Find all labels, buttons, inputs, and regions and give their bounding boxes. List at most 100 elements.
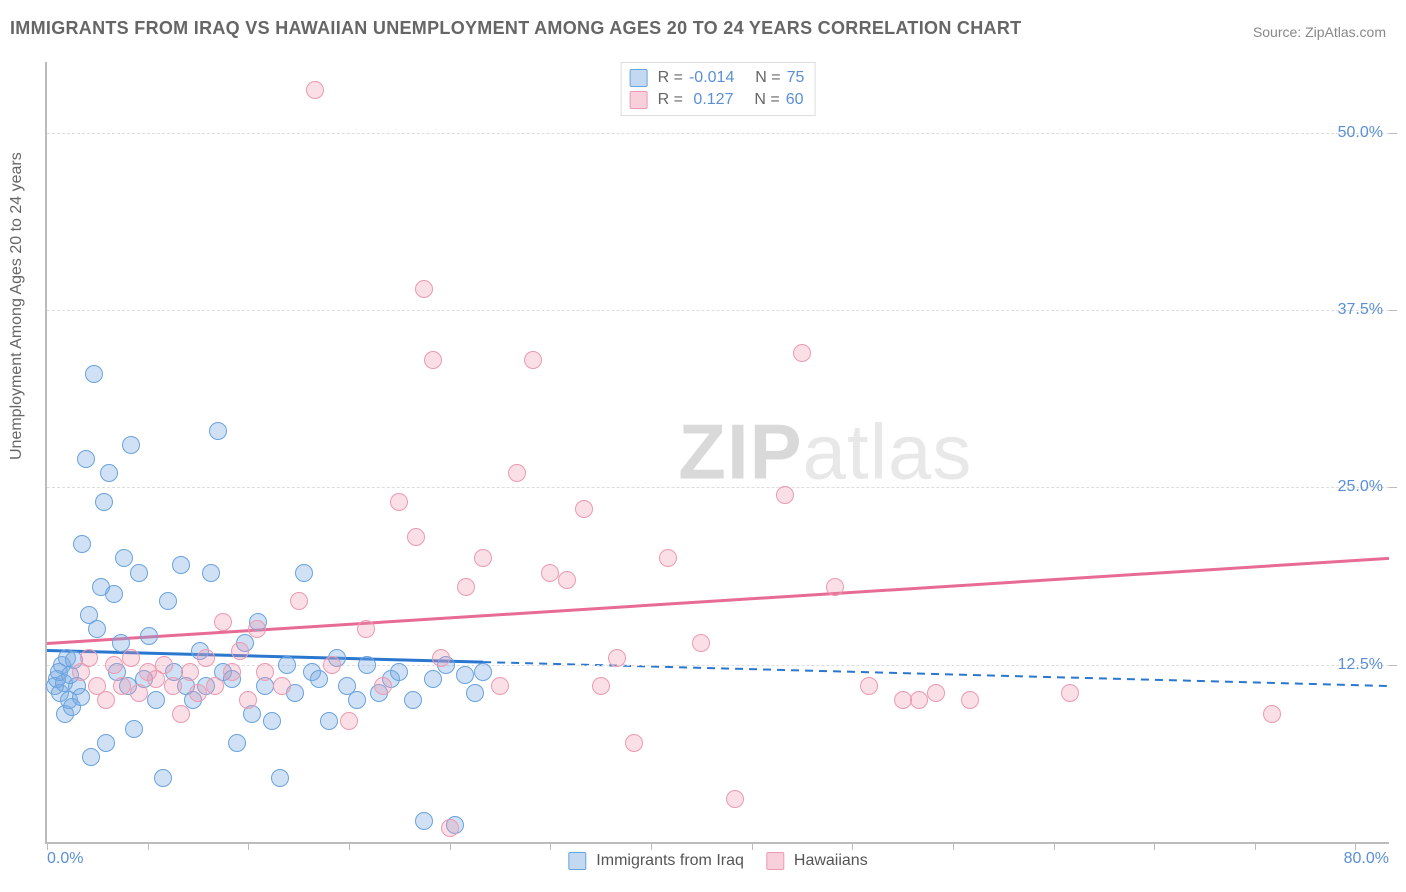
data-point — [390, 493, 408, 511]
data-point — [424, 670, 442, 688]
data-point — [228, 734, 246, 752]
y-tick-label: 12.5% — [1338, 656, 1389, 674]
data-point — [592, 677, 610, 695]
data-point — [263, 712, 281, 730]
data-point — [558, 571, 576, 589]
tick-mark — [953, 842, 954, 850]
legend-n-blue: 75 — [787, 67, 805, 89]
data-point — [860, 677, 878, 695]
data-point — [659, 549, 677, 567]
legend-r-pink: 0.127 — [689, 89, 734, 111]
data-point — [961, 691, 979, 709]
data-point — [407, 528, 425, 546]
data-point — [524, 351, 542, 369]
data-point — [248, 620, 266, 638]
data-point — [278, 656, 296, 674]
data-point — [197, 649, 215, 667]
data-point — [508, 464, 526, 482]
tick-mark — [1389, 487, 1397, 488]
data-point — [73, 535, 91, 553]
tick-mark — [1255, 842, 1256, 850]
legend-label-blue: Immigrants from Iraq — [596, 852, 744, 870]
swatch-pink-icon — [766, 852, 784, 870]
data-point — [164, 677, 182, 695]
data-point — [172, 705, 190, 723]
data-point — [154, 769, 172, 787]
legend-r-label: R = — [658, 67, 683, 89]
legend-label-pink: Hawaiians — [794, 852, 868, 870]
data-point — [927, 684, 945, 702]
tick-mark — [1389, 665, 1397, 666]
plot-area: ZIPatlas R = -0.014 N = 75 R = 0.127 N =… — [45, 62, 1389, 844]
data-point — [608, 649, 626, 667]
data-point — [726, 790, 744, 808]
data-point — [155, 656, 173, 674]
data-point — [82, 748, 100, 766]
source-attribution: Source: ZipAtlas.com — [1253, 24, 1386, 40]
data-point — [910, 691, 928, 709]
data-point — [474, 549, 492, 567]
data-point — [125, 720, 143, 738]
data-point — [105, 585, 123, 603]
data-point — [115, 549, 133, 567]
data-point — [77, 450, 95, 468]
data-point — [223, 663, 241, 681]
data-point — [140, 627, 158, 645]
tick-mark — [852, 842, 853, 850]
data-point — [776, 486, 794, 504]
tick-mark — [651, 842, 652, 850]
legend-n-pink: 60 — [786, 89, 804, 111]
tick-mark — [550, 842, 551, 850]
data-point — [273, 677, 291, 695]
data-point — [340, 712, 358, 730]
legend-n-label: N = — [754, 89, 779, 111]
data-point — [323, 656, 341, 674]
data-point — [130, 564, 148, 582]
legend-item-blue: Immigrants from Iraq — [568, 852, 744, 870]
gridline — [47, 133, 1389, 134]
data-point — [189, 684, 207, 702]
data-point — [214, 613, 232, 631]
tick-mark — [1389, 133, 1397, 134]
data-point — [625, 734, 643, 752]
data-point — [320, 712, 338, 730]
data-point — [209, 422, 227, 440]
x-axis-min-label: 0.0% — [47, 850, 83, 868]
data-point — [390, 663, 408, 681]
trend-lines-layer — [47, 62, 1389, 842]
data-point — [541, 564, 559, 582]
data-point — [295, 564, 313, 582]
data-point — [457, 578, 475, 596]
gridline — [47, 487, 1389, 488]
legend-series: Immigrants from Iraq Hawaiians — [568, 852, 867, 870]
swatch-blue-icon — [630, 69, 648, 87]
data-point — [575, 500, 593, 518]
y-axis-label: Unemployment Among Ages 20 to 24 years — [8, 152, 26, 460]
data-point — [424, 351, 442, 369]
data-point — [348, 691, 366, 709]
data-point — [415, 280, 433, 298]
data-point — [202, 564, 220, 582]
legend-n-label: N = — [755, 67, 780, 89]
data-point — [894, 691, 912, 709]
data-point — [357, 620, 375, 638]
tick-mark — [248, 842, 249, 850]
data-point — [97, 734, 115, 752]
data-point — [290, 592, 308, 610]
legend-r-blue: -0.014 — [689, 67, 734, 89]
data-point — [239, 691, 257, 709]
data-point — [80, 649, 98, 667]
source-value: ZipAtlas.com — [1305, 24, 1386, 40]
data-point — [310, 670, 328, 688]
data-point — [113, 677, 131, 695]
data-point — [206, 677, 224, 695]
y-tick-label: 37.5% — [1338, 301, 1389, 319]
data-point — [692, 634, 710, 652]
data-point — [826, 578, 844, 596]
swatch-pink-icon — [630, 91, 648, 109]
y-tick-label: 50.0% — [1338, 124, 1389, 142]
data-point — [1061, 684, 1079, 702]
x-axis-max-label: 80.0% — [1344, 850, 1389, 868]
tick-mark — [1355, 842, 1356, 850]
gridline — [47, 665, 1389, 666]
